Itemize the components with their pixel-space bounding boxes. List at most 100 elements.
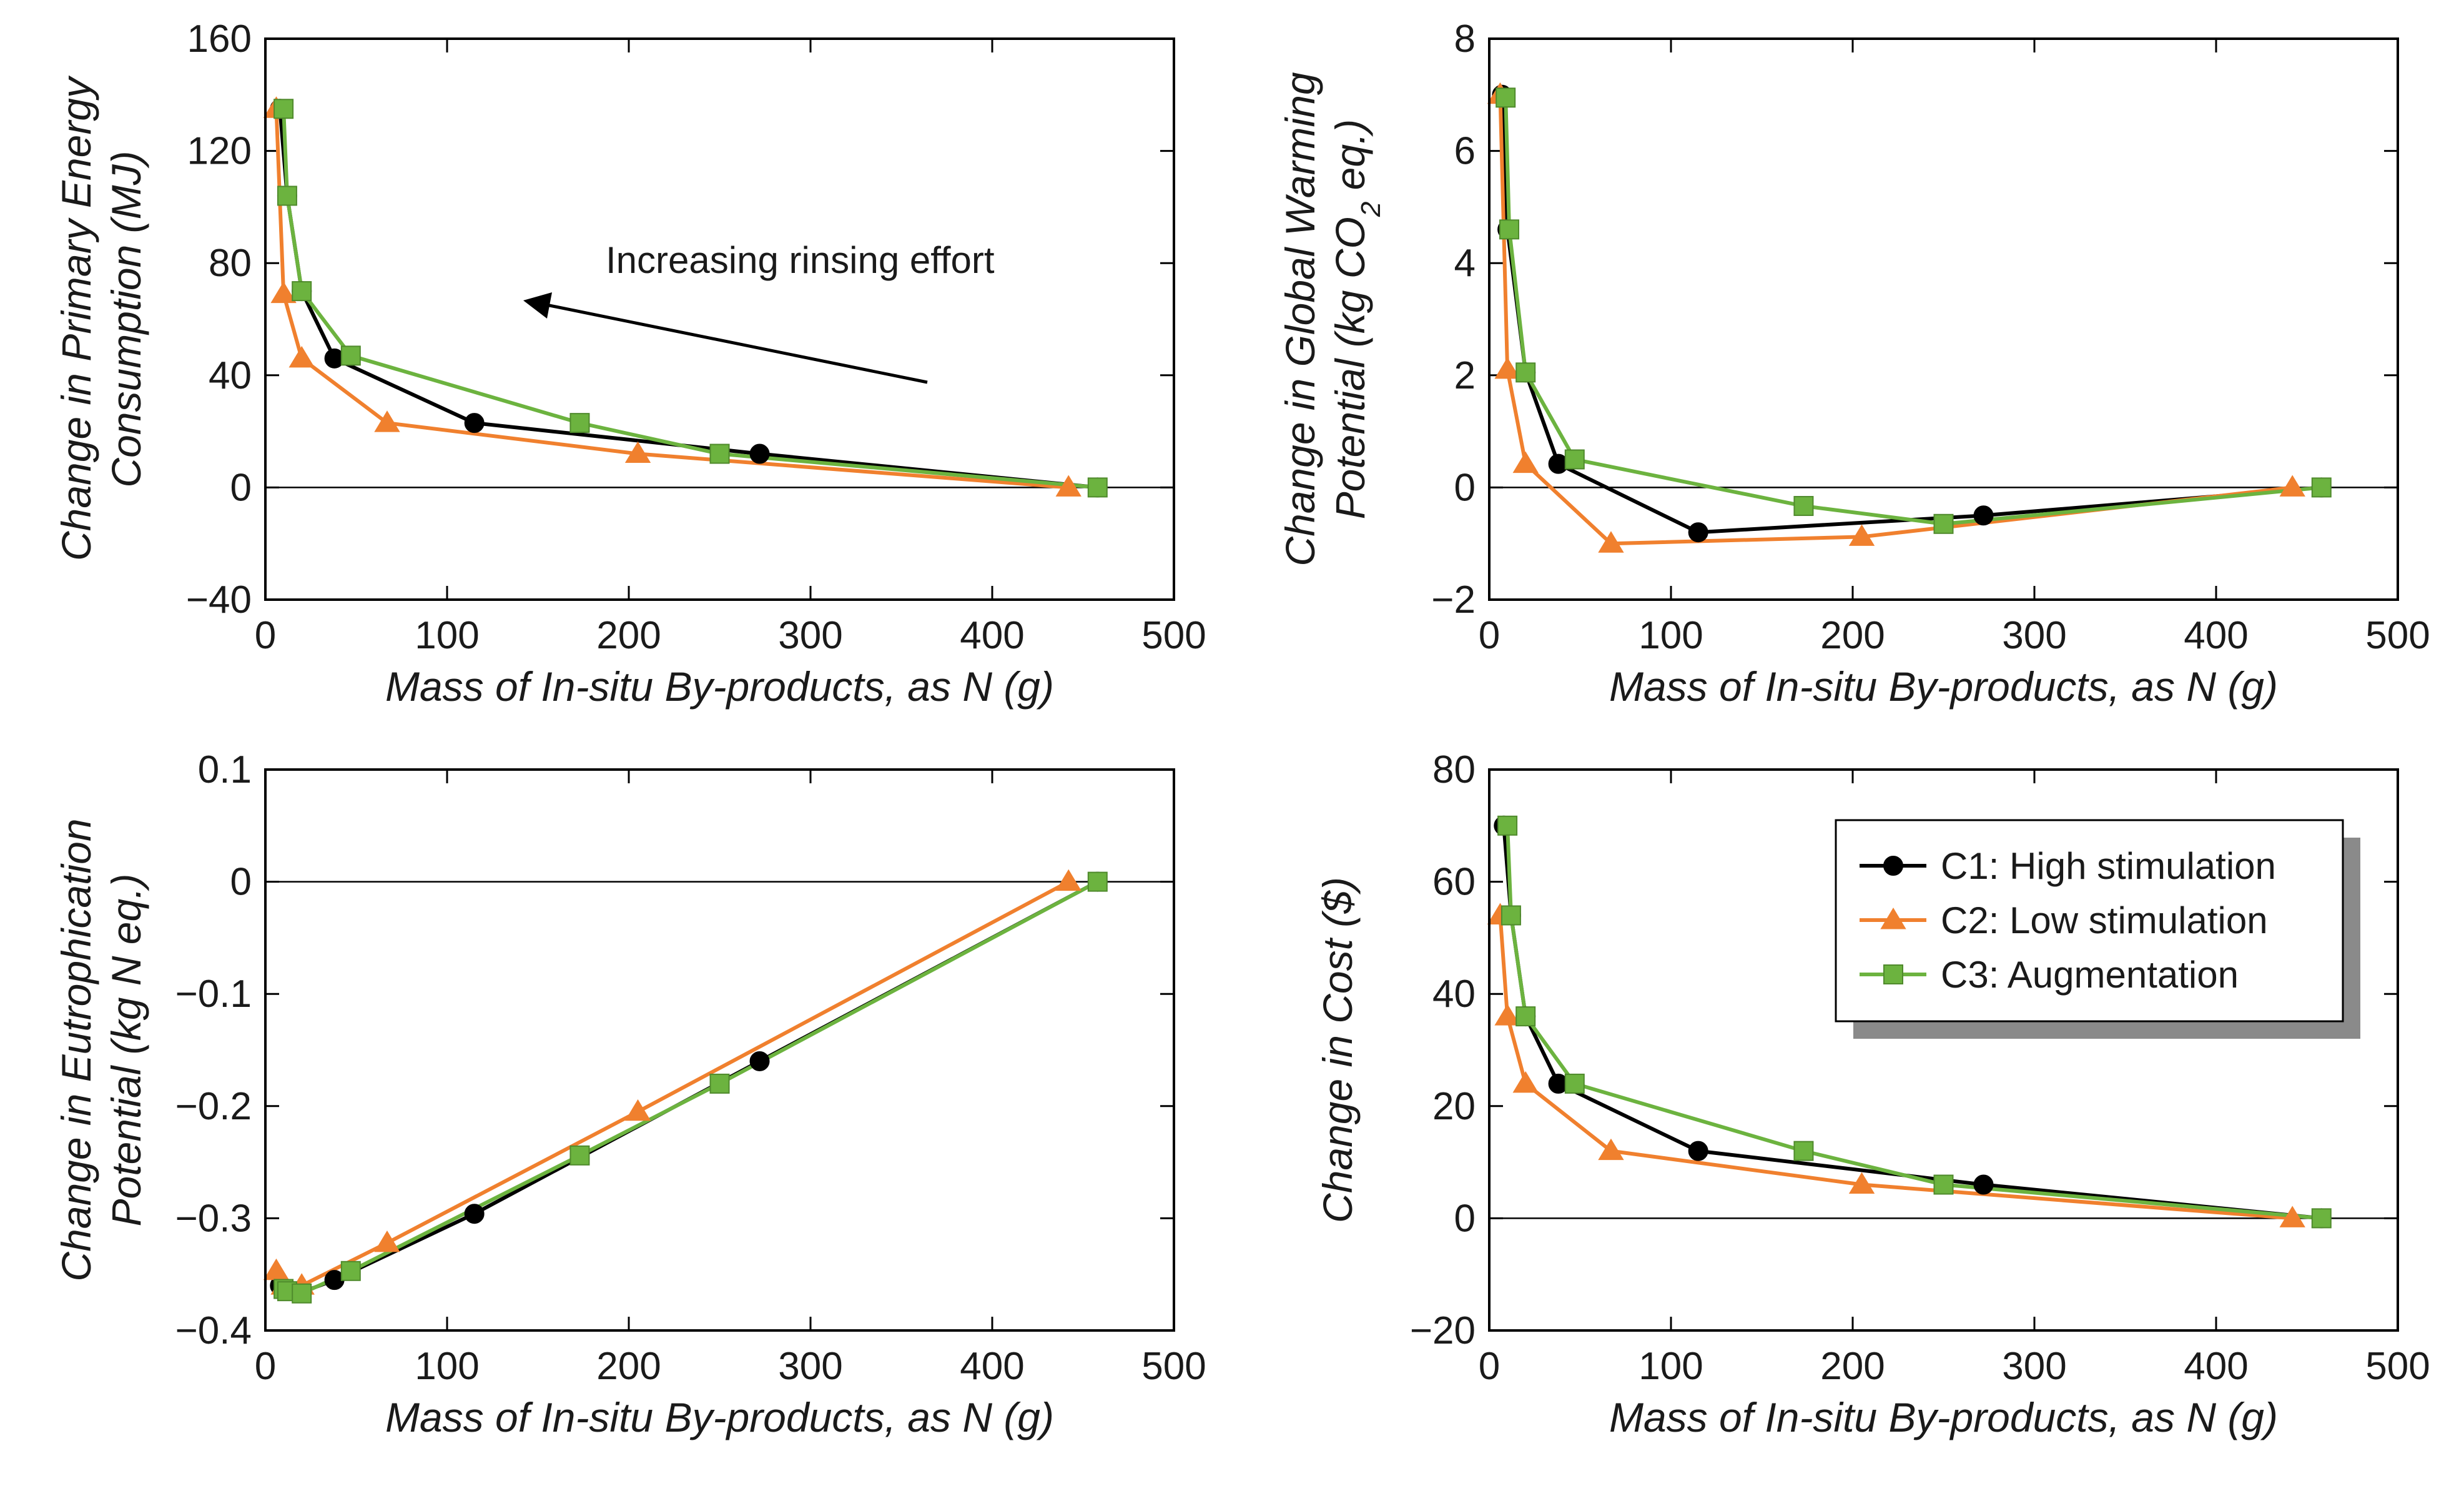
x-tick-label: 500: [1141, 1345, 1206, 1388]
plot-frame: [1488, 768, 2399, 1332]
data-point: [2279, 1206, 2305, 1227]
legend-swatch-marker: [1883, 964, 1903, 984]
y-tick-label: 8: [1454, 17, 1476, 61]
data-point: [1515, 362, 1536, 383]
x-tick-label: 400: [2184, 614, 2248, 657]
data-point: [1055, 475, 1082, 497]
x-tick-label: 400: [960, 614, 1024, 657]
data-point: [1933, 1174, 1954, 1195]
x-axis-label: Mass of In-situ By-products, as N (g): [385, 663, 1054, 710]
data-point: [270, 281, 297, 304]
data-point: [277, 186, 297, 206]
y-tick-label: 160: [187, 17, 252, 61]
series-line: [274, 109, 1069, 490]
x-tick-label: 500: [2365, 614, 2430, 657]
y-tick-label: 4: [1454, 242, 1476, 285]
x-tick-label: 0: [255, 614, 276, 657]
data-point: [1933, 513, 1954, 534]
data-point: [1512, 451, 1539, 473]
x-tick-label: 200: [1820, 614, 1885, 657]
y-tick-label: 0: [1454, 1197, 1476, 1240]
annotation-arrow-head: [523, 292, 552, 319]
series-line: [1498, 915, 2293, 1221]
x-tick-label: 100: [1639, 614, 1703, 657]
y-tick-label: −0.2: [175, 1085, 252, 1128]
data-point: [1564, 449, 1585, 470]
x-tick-label: 400: [960, 1345, 1024, 1388]
data-point: [749, 443, 770, 464]
legend-label: C1: High stimulation: [1941, 845, 2276, 887]
series-line: [279, 879, 1099, 1294]
data-point: [1087, 871, 1108, 892]
y-axis-label: Change in Cost ($): [1314, 877, 1361, 1223]
y-tick-label: −40: [186, 578, 252, 622]
y-tick-label: 0: [230, 466, 252, 509]
plot-frame: [1488, 37, 2399, 601]
y-tick-label: 0: [1454, 466, 1476, 509]
annotation-text: Increasing rinsing effort: [606, 239, 995, 281]
data-point: [709, 443, 730, 464]
data-point: [374, 410, 400, 432]
legend-swatch-marker: [1883, 856, 1903, 876]
data-point: [1793, 496, 1814, 517]
x-tick-label: 100: [415, 1345, 479, 1388]
plot-frame: [264, 768, 1175, 1332]
data-point: [1496, 87, 1516, 108]
x-tick-label: 0: [1479, 1345, 1500, 1388]
data-point: [1515, 1006, 1536, 1027]
x-tick-label: 200: [596, 1345, 661, 1388]
y-tick-label: 80: [1432, 748, 1476, 791]
x-axis-label: Mass of In-situ By-products, as N (g): [1609, 663, 2278, 710]
data-point: [2311, 1208, 2332, 1229]
data-point: [1494, 1004, 1520, 1026]
x-axis-label: Mass of In-situ By-products, as N (g): [385, 1394, 1054, 1440]
series-line: [282, 109, 1098, 490]
data-point: [288, 345, 315, 368]
y-tick-label: 80: [209, 242, 252, 285]
x-tick-label: 100: [1639, 1345, 1703, 1388]
series-line: [274, 879, 1070, 1288]
x-tick-label: 200: [596, 614, 661, 657]
x-tick-label: 500: [1141, 614, 1206, 657]
legend-label: C2: Low stimulation: [1941, 899, 2268, 941]
x-tick-label: 0: [255, 1345, 276, 1388]
y-tick-label: −0.3: [175, 1197, 252, 1240]
data-point: [1793, 1141, 1814, 1161]
series-line: [1504, 97, 2322, 526]
x-tick-label: 300: [2002, 614, 2066, 657]
x-tick-label: 300: [778, 614, 842, 657]
data-point: [340, 345, 361, 366]
data-point: [1564, 1073, 1585, 1094]
legend-swatch-marker: [1880, 908, 1906, 929]
y-tick-label: 0.1: [198, 748, 252, 791]
data-point: [2279, 475, 2305, 497]
data-point: [1598, 531, 1624, 553]
x-axis-label: Mass of In-situ By-products, as N (g): [1609, 1394, 2278, 1440]
data-point: [1598, 1138, 1624, 1161]
y-tick-label: 2: [1454, 354, 1476, 397]
data-point: [464, 413, 485, 433]
data-point: [749, 1051, 770, 1071]
x-tick-label: 300: [2002, 1345, 2066, 1388]
series-line: [1498, 94, 2293, 546]
y-tick-label: 40: [209, 354, 252, 397]
x-tick-label: 0: [1479, 614, 1500, 657]
data-point: [2311, 477, 2332, 498]
data-point: [1497, 815, 1518, 836]
x-tick-label: 500: [2365, 1345, 2430, 1388]
y-tick-label: 6: [1454, 130, 1476, 173]
data-point: [1973, 1174, 1994, 1195]
data-point: [1512, 1071, 1539, 1093]
y-tick-label: −0.1: [175, 973, 252, 1016]
data-point: [292, 1283, 312, 1304]
y-tick-label: −20: [1410, 1309, 1476, 1352]
data-point: [274, 99, 294, 119]
y-axis-label: Change in Global WarmingPotential (kg CO…: [1277, 72, 1386, 566]
data-point: [569, 413, 590, 433]
plot-frame: [264, 37, 1175, 601]
data-point: [1688, 1141, 1708, 1161]
y-tick-label: 120: [187, 130, 252, 173]
y-tick-label: −2: [1431, 578, 1476, 622]
annotation-arrow-shaft: [543, 302, 928, 384]
